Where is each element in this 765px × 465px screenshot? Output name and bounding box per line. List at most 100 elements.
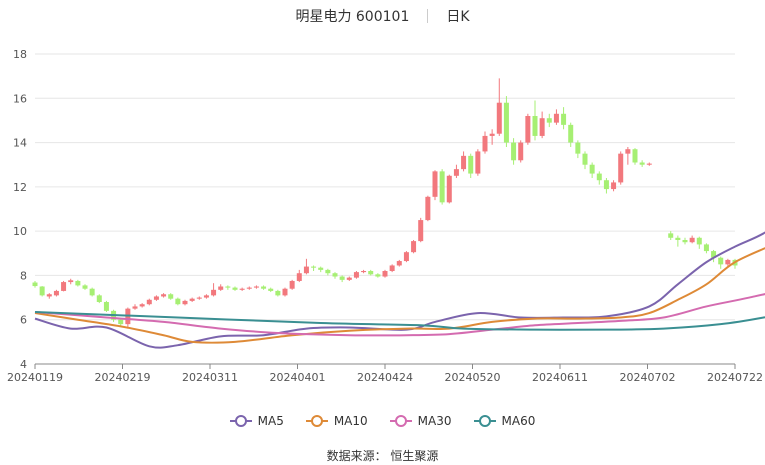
chart-title: 明星电力 600101 bbox=[295, 9, 410, 25]
candle-body bbox=[718, 257, 724, 265]
candle-body bbox=[389, 265, 395, 271]
y-tick-label: 8 bbox=[20, 269, 27, 282]
candle-body bbox=[153, 296, 159, 300]
candle-body bbox=[703, 244, 709, 252]
candle-body bbox=[211, 289, 217, 296]
candle-body bbox=[575, 142, 581, 154]
candle-body bbox=[711, 251, 717, 258]
candle-body bbox=[453, 169, 459, 176]
candle-body bbox=[532, 116, 538, 136]
candle-body bbox=[89, 288, 95, 296]
x-tick-label: 20240702 bbox=[620, 371, 676, 384]
candle-body bbox=[396, 261, 402, 266]
legend-marker bbox=[305, 415, 328, 427]
candle-body bbox=[39, 286, 45, 296]
legend-marker bbox=[389, 415, 412, 427]
candle-body bbox=[32, 282, 38, 287]
candle-body bbox=[303, 266, 309, 274]
candle-body bbox=[382, 271, 388, 277]
candle-body bbox=[482, 135, 488, 152]
candle-body bbox=[511, 142, 517, 161]
candle-body bbox=[468, 155, 474, 174]
candle-body bbox=[603, 180, 609, 190]
candle-body bbox=[553, 113, 559, 123]
candle-body bbox=[668, 233, 674, 238]
candle-body bbox=[118, 319, 124, 325]
y-tick-label: 6 bbox=[20, 314, 27, 327]
candle-body bbox=[568, 124, 574, 143]
candle-body bbox=[282, 288, 288, 296]
candle-body bbox=[546, 118, 552, 123]
y-tick-label: 18 bbox=[13, 48, 27, 61]
legend-item-ma5[interactable]: MA5 bbox=[229, 414, 284, 428]
candle-body bbox=[611, 182, 617, 190]
candle-body bbox=[632, 149, 638, 163]
candle-body bbox=[418, 220, 424, 242]
candle-body bbox=[232, 287, 238, 290]
legend-marker bbox=[473, 415, 496, 427]
series-line-ma5 bbox=[34, 231, 765, 349]
candle-body bbox=[596, 173, 602, 181]
candle-body bbox=[518, 142, 524, 161]
y-tick-label: 12 bbox=[13, 181, 27, 194]
candle-body bbox=[68, 280, 74, 283]
y-tick-label: 14 bbox=[13, 137, 27, 150]
candle-body bbox=[496, 102, 502, 134]
candle-body bbox=[725, 259, 731, 265]
candle-body bbox=[589, 164, 595, 174]
candle-body bbox=[489, 133, 495, 136]
candle-body bbox=[503, 102, 509, 143]
legend-item-ma10[interactable]: MA10 bbox=[305, 414, 368, 428]
legend-label: MA5 bbox=[257, 414, 284, 428]
candle-body bbox=[261, 286, 267, 289]
candle-body bbox=[289, 280, 295, 289]
candle-body bbox=[53, 290, 59, 296]
candle-body bbox=[353, 272, 359, 278]
candle-body bbox=[96, 295, 102, 302]
candle-body bbox=[375, 274, 381, 277]
candle-body bbox=[346, 277, 352, 280]
candle-body bbox=[682, 240, 688, 243]
legend-item-ma60[interactable]: MA60 bbox=[473, 414, 536, 428]
candle-body bbox=[146, 299, 152, 305]
candle-body bbox=[339, 276, 345, 280]
candle-body bbox=[168, 294, 174, 299]
legend-label: MA60 bbox=[501, 414, 536, 428]
chart-title-bar: 明星电力 600101 日K bbox=[0, 6, 765, 26]
candle-body bbox=[582, 153, 588, 165]
candle-body bbox=[46, 294, 52, 297]
x-tick-label: 20240119 bbox=[7, 371, 63, 384]
x-tick-label: 20240401 bbox=[270, 371, 326, 384]
candle-body bbox=[189, 298, 195, 301]
candle-body bbox=[361, 271, 367, 273]
candle-body bbox=[432, 171, 438, 197]
candle-body bbox=[239, 288, 245, 290]
x-tick-label: 20240219 bbox=[95, 371, 151, 384]
candle-body bbox=[639, 162, 645, 165]
candle-body bbox=[268, 288, 274, 291]
candle-body bbox=[175, 298, 181, 305]
candle-body bbox=[461, 155, 467, 170]
candle-body bbox=[132, 306, 138, 309]
x-tick-label: 20240722 bbox=[707, 371, 763, 384]
candle-body bbox=[196, 297, 202, 299]
legend-marker bbox=[229, 415, 252, 427]
data-source: 数据来源： 恒生聚源 bbox=[326, 449, 439, 463]
candle-body bbox=[561, 113, 567, 125]
candle-body bbox=[225, 286, 231, 288]
candle-body bbox=[82, 285, 88, 289]
candle-body bbox=[539, 118, 545, 136]
candle-body bbox=[689, 237, 695, 243]
y-tick-label: 10 bbox=[13, 225, 27, 238]
candle-body bbox=[525, 116, 531, 143]
candle-body bbox=[475, 151, 481, 174]
candle-body bbox=[75, 280, 81, 286]
x-tick-label: 20240311 bbox=[182, 371, 238, 384]
candle-body bbox=[61, 282, 67, 291]
legend-item-ma30[interactable]: MA30 bbox=[389, 414, 452, 428]
candle-body bbox=[675, 237, 681, 240]
chart-legend: MA5 MA10 MA30 MA60 bbox=[0, 412, 765, 430]
period-label[interactable]: 日K bbox=[446, 9, 470, 25]
